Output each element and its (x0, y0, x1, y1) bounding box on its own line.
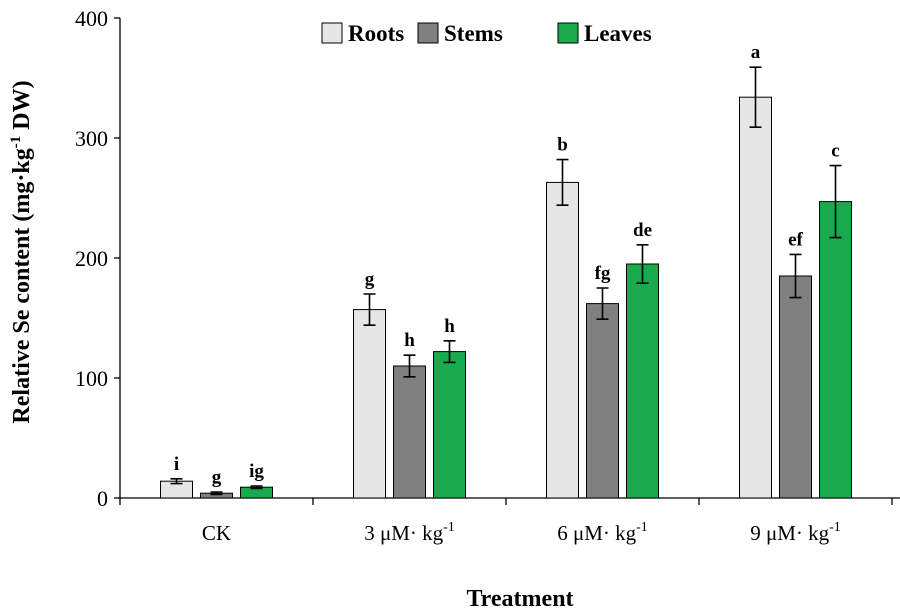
error-bar (250, 485, 263, 490)
error-bar (789, 253, 802, 299)
x-category-label: CK (202, 521, 231, 545)
y-tick-label: 100 (75, 366, 108, 391)
y-tick-label: 200 (75, 246, 108, 271)
error-bar (636, 244, 649, 284)
error-bar (596, 287, 609, 320)
error-bar (443, 340, 456, 364)
legend: Roots Stems Leaves (321, 21, 652, 46)
legend-swatch-roots (321, 22, 343, 44)
significance-letter: de (633, 220, 652, 241)
bar-leaves (819, 201, 852, 499)
bar-leaves (433, 351, 466, 499)
error-bar (210, 491, 223, 496)
bar-roots (546, 181, 579, 499)
y-axis-title: Relative Se content (mg·kg-1 DW) (8, 80, 35, 423)
error-bar (363, 293, 376, 326)
error-bar (749, 66, 762, 128)
legend-swatch-stems (417, 22, 439, 44)
legend-label-stems: Stems (444, 21, 503, 46)
x-ticks: CK 3 μM· kg-1 6 μM· kg-1 9 μM· kg-1 (119, 498, 893, 545)
x-category-label: 9 μM· kg-1 (750, 520, 841, 545)
significance-letter: g (212, 467, 222, 488)
x-category-label: 3 μM· kg-1 (364, 520, 455, 545)
significance-letter: ig (249, 461, 264, 482)
bar-roots (739, 96, 772, 499)
significance-letter: c (831, 141, 839, 162)
x-category-label: 6 μM· kg-1 (557, 520, 648, 545)
y-ticks: 0 100 200 300 400 (75, 6, 120, 511)
bar-leaves (626, 263, 659, 499)
significance-letter: i (174, 454, 179, 475)
bar-stems (779, 275, 812, 499)
significance-letter: a (751, 42, 761, 63)
error-bar (170, 478, 183, 485)
y-tick-label: 400 (75, 6, 108, 31)
significance-letter: b (557, 135, 568, 156)
x-axis-title: Treatment (466, 586, 573, 612)
significance-letter: g (365, 269, 375, 290)
y-tick-label: 0 (97, 486, 108, 511)
legend-label-roots: Roots (348, 21, 404, 46)
legend-swatch-leaves (557, 22, 579, 44)
significance-letter: h (444, 316, 455, 337)
error-bar (556, 158, 569, 206)
bar-roots (353, 309, 386, 499)
error-bar (403, 354, 416, 378)
significance-letter: ef (788, 229, 803, 250)
error-bar (829, 164, 842, 239)
y-tick-label: 300 (75, 126, 108, 151)
significance-letter: h (404, 330, 415, 351)
legend-label-leaves: Leaves (584, 21, 652, 46)
bar-stems (393, 365, 426, 499)
significance-letter: fg (595, 263, 611, 284)
bar-stems (586, 303, 619, 499)
